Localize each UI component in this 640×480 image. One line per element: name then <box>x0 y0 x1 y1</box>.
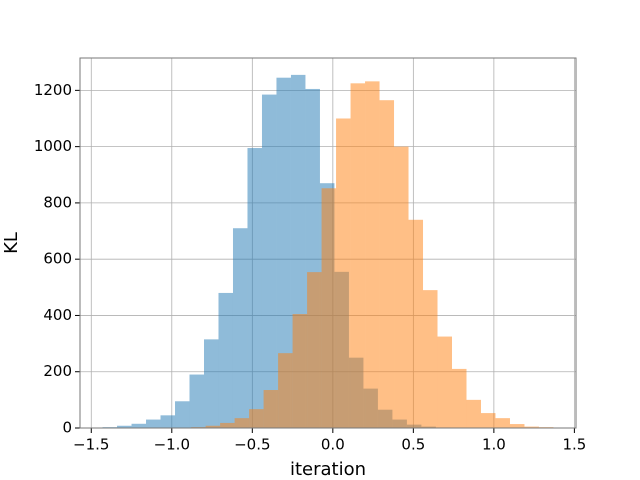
histogram-bar <box>408 219 424 428</box>
histogram-bar <box>524 426 539 428</box>
histogram-bar <box>131 423 147 428</box>
histogram-bar <box>321 188 337 428</box>
histogram-bar <box>452 368 467 428</box>
histogram-bar <box>495 418 510 428</box>
histogram-bar <box>394 146 409 429</box>
histogram-bar <box>466 399 481 428</box>
histogram-bar <box>220 422 235 428</box>
histogram-bar <box>117 425 132 428</box>
histogram-bar <box>437 336 452 428</box>
histogram-bar <box>146 419 161 428</box>
histogram-bar <box>247 148 262 428</box>
x-tick-label: 0.5 <box>401 436 425 454</box>
histogram-bar <box>218 292 233 428</box>
y-tick-label: 0 <box>62 419 72 437</box>
plot-frame <box>79 57 577 429</box>
histogram-bar <box>205 425 221 428</box>
histogram-bar <box>350 83 366 429</box>
x-tick-label: −1.5 <box>73 436 109 454</box>
histogram-bar <box>509 424 525 428</box>
x-tick-label: 0.0 <box>321 436 345 454</box>
histogram-bar <box>232 228 248 428</box>
histogram-bar <box>276 77 291 429</box>
histogram-bar <box>204 339 219 428</box>
y-tick-label: 1200 <box>34 81 72 99</box>
histogram-bar <box>261 94 277 429</box>
histogram-bar <box>175 401 190 428</box>
x-axis-label: iteration <box>290 459 366 480</box>
histogram-bar <box>307 272 322 428</box>
histogram-bar <box>189 374 204 428</box>
y-axis-label: KL <box>1 232 22 254</box>
histogram-bar <box>480 413 496 428</box>
histogram-bar <box>336 118 351 428</box>
histogram-bar <box>263 390 279 428</box>
histogram-bar <box>234 418 250 428</box>
histogram-bar <box>423 290 438 428</box>
y-tick-label: 800 <box>43 193 72 211</box>
histogram-bar <box>160 415 176 428</box>
y-tick-label: 400 <box>43 306 72 324</box>
x-tick-label: −1.0 <box>154 436 190 454</box>
histogram-bar <box>292 314 308 428</box>
x-tick-label: 1.5 <box>562 436 586 454</box>
y-tick-label: 600 <box>43 250 72 268</box>
x-tick-label: 1.0 <box>482 436 506 454</box>
y-tick-label: 1000 <box>34 137 72 155</box>
y-tick-label: 200 <box>43 362 72 380</box>
histogram-bar <box>278 353 293 428</box>
histogram-bar <box>365 81 380 429</box>
histogram-bar <box>379 100 395 428</box>
histogram-bar <box>249 409 264 428</box>
x-tick-label: −0.5 <box>234 436 270 454</box>
